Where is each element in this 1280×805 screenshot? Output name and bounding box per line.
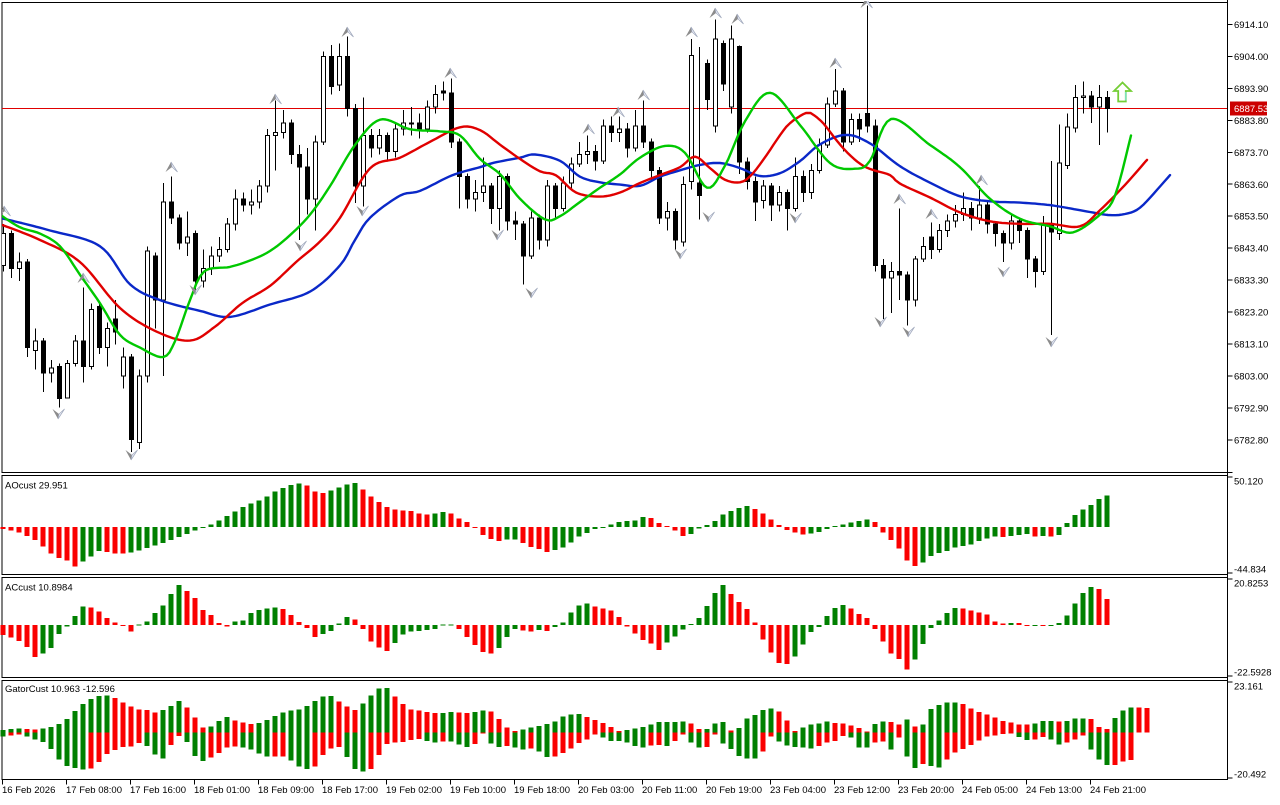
- svg-text:16 Feb 2026: 16 Feb 2026: [2, 785, 55, 796]
- svg-text:18 Feb 01:00: 18 Feb 01:00: [194, 785, 250, 796]
- svg-text:20.8253: 20.8253: [1234, 578, 1268, 589]
- svg-text:6863.60: 6863.60: [1234, 180, 1268, 191]
- svg-text:50.120: 50.120: [1234, 476, 1263, 487]
- svg-text:-20.492: -20.492: [1234, 769, 1266, 780]
- svg-text:18 Feb 09:00: 18 Feb 09:00: [258, 785, 314, 796]
- svg-text:-22.5928: -22.5928: [1234, 667, 1272, 678]
- svg-text:20 Feb 03:00: 20 Feb 03:00: [578, 785, 634, 796]
- svg-text:23 Feb 20:00: 23 Feb 20:00: [898, 785, 954, 796]
- svg-text:6873.70: 6873.70: [1234, 148, 1268, 159]
- svg-text:6893.90: 6893.90: [1234, 84, 1268, 95]
- svg-text:AOcust 29.951: AOcust 29.951: [5, 481, 68, 492]
- svg-text:6853.50: 6853.50: [1234, 212, 1268, 223]
- svg-text:24 Feb 21:00: 24 Feb 21:00: [1090, 785, 1146, 796]
- svg-text:6792.90: 6792.90: [1234, 404, 1268, 415]
- svg-text:23 Feb 12:00: 23 Feb 12:00: [834, 785, 890, 796]
- svg-text:6887.53: 6887.53: [1234, 104, 1268, 115]
- svg-text:6823.20: 6823.20: [1234, 308, 1268, 319]
- svg-text:6883.80: 6883.80: [1234, 116, 1268, 127]
- svg-text:18 Feb 17:00: 18 Feb 17:00: [322, 785, 378, 796]
- svg-text:6914.10: 6914.10: [1234, 20, 1268, 31]
- svg-text:6904.00: 6904.00: [1234, 52, 1268, 63]
- svg-text:24 Feb 05:00: 24 Feb 05:00: [962, 785, 1018, 796]
- svg-text:17 Feb 08:00: 17 Feb 08:00: [66, 785, 122, 796]
- svg-text:6813.10: 6813.10: [1234, 340, 1268, 351]
- svg-text:19 Feb 10:00: 19 Feb 10:00: [450, 785, 506, 796]
- svg-text:6782.80: 6782.80: [1234, 436, 1268, 447]
- svg-text:6803.00: 6803.00: [1234, 372, 1268, 383]
- svg-text:19 Feb 02:00: 19 Feb 02:00: [386, 785, 442, 796]
- svg-text:23.161: 23.161: [1234, 681, 1263, 692]
- svg-text:ACcust 10.8984: ACcust 10.8984: [5, 583, 73, 594]
- svg-text:GatorCust 10.963 -12.596: GatorCust 10.963 -12.596: [5, 684, 115, 695]
- svg-text:19 Feb 18:00: 19 Feb 18:00: [514, 785, 570, 796]
- svg-text:20 Feb 11:00: 20 Feb 11:00: [642, 785, 697, 796]
- svg-text:6833.30: 6833.30: [1234, 276, 1268, 287]
- svg-text:24 Feb 13:00: 24 Feb 13:00: [1026, 785, 1082, 796]
- svg-text:-44.834: -44.834: [1234, 564, 1266, 575]
- svg-text:6843.40: 6843.40: [1234, 244, 1268, 255]
- svg-text:17 Feb 16:00: 17 Feb 16:00: [130, 785, 186, 796]
- svg-text:20 Feb 19:00: 20 Feb 19:00: [706, 785, 762, 796]
- svg-text:23 Feb 04:00: 23 Feb 04:00: [770, 785, 826, 796]
